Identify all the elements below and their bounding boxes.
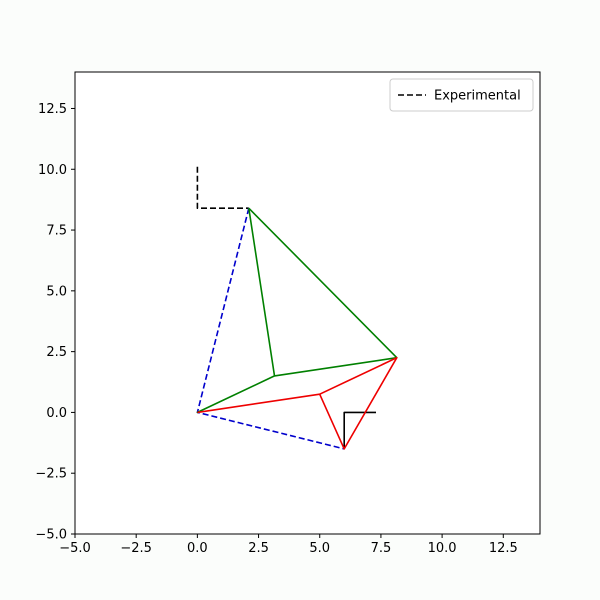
x-tick-label: 0.0 bbox=[187, 541, 208, 556]
y-tick-label: 12.5 bbox=[38, 102, 67, 117]
series-line-0 bbox=[196, 166, 249, 209]
legend-label: Experimental bbox=[434, 89, 521, 104]
x-tick-label: 2.5 bbox=[248, 541, 269, 556]
y-tick-label: 0.0 bbox=[46, 406, 67, 421]
y-tick-label: −2.5 bbox=[35, 467, 67, 482]
y-tick-label: −5.0 bbox=[35, 528, 67, 543]
series-line-3 bbox=[196, 207, 398, 414]
x-tick-label: −5.0 bbox=[59, 541, 91, 556]
legend: Experimental bbox=[389, 78, 534, 112]
x-tick-label: 7.5 bbox=[371, 541, 392, 556]
legend-box bbox=[389, 78, 534, 112]
axes-frame bbox=[74, 71, 541, 535]
series-layer bbox=[196, 166, 398, 450]
y-tick-label: 7.5 bbox=[46, 224, 67, 239]
y-tick-label: 5.0 bbox=[46, 284, 67, 299]
x-tick-label: 12.5 bbox=[489, 541, 518, 556]
y-tick-label: 2.5 bbox=[46, 345, 67, 360]
x-tick-label: −2.5 bbox=[120, 541, 152, 556]
plot-area bbox=[75, 72, 540, 534]
axes-layer: −5.0 −2.5 0.0 2.5 5.0 7.5 10.0 12.5 −5.0 −2.5 0.0 2… bbox=[35, 71, 541, 556]
y-tick-label: 10.0 bbox=[38, 163, 67, 178]
series-line-4 bbox=[197, 356, 398, 450]
x-tick-label: 5.0 bbox=[309, 541, 330, 556]
plot-background bbox=[75, 72, 540, 534]
x-tick-label: 10.0 bbox=[428, 541, 457, 556]
